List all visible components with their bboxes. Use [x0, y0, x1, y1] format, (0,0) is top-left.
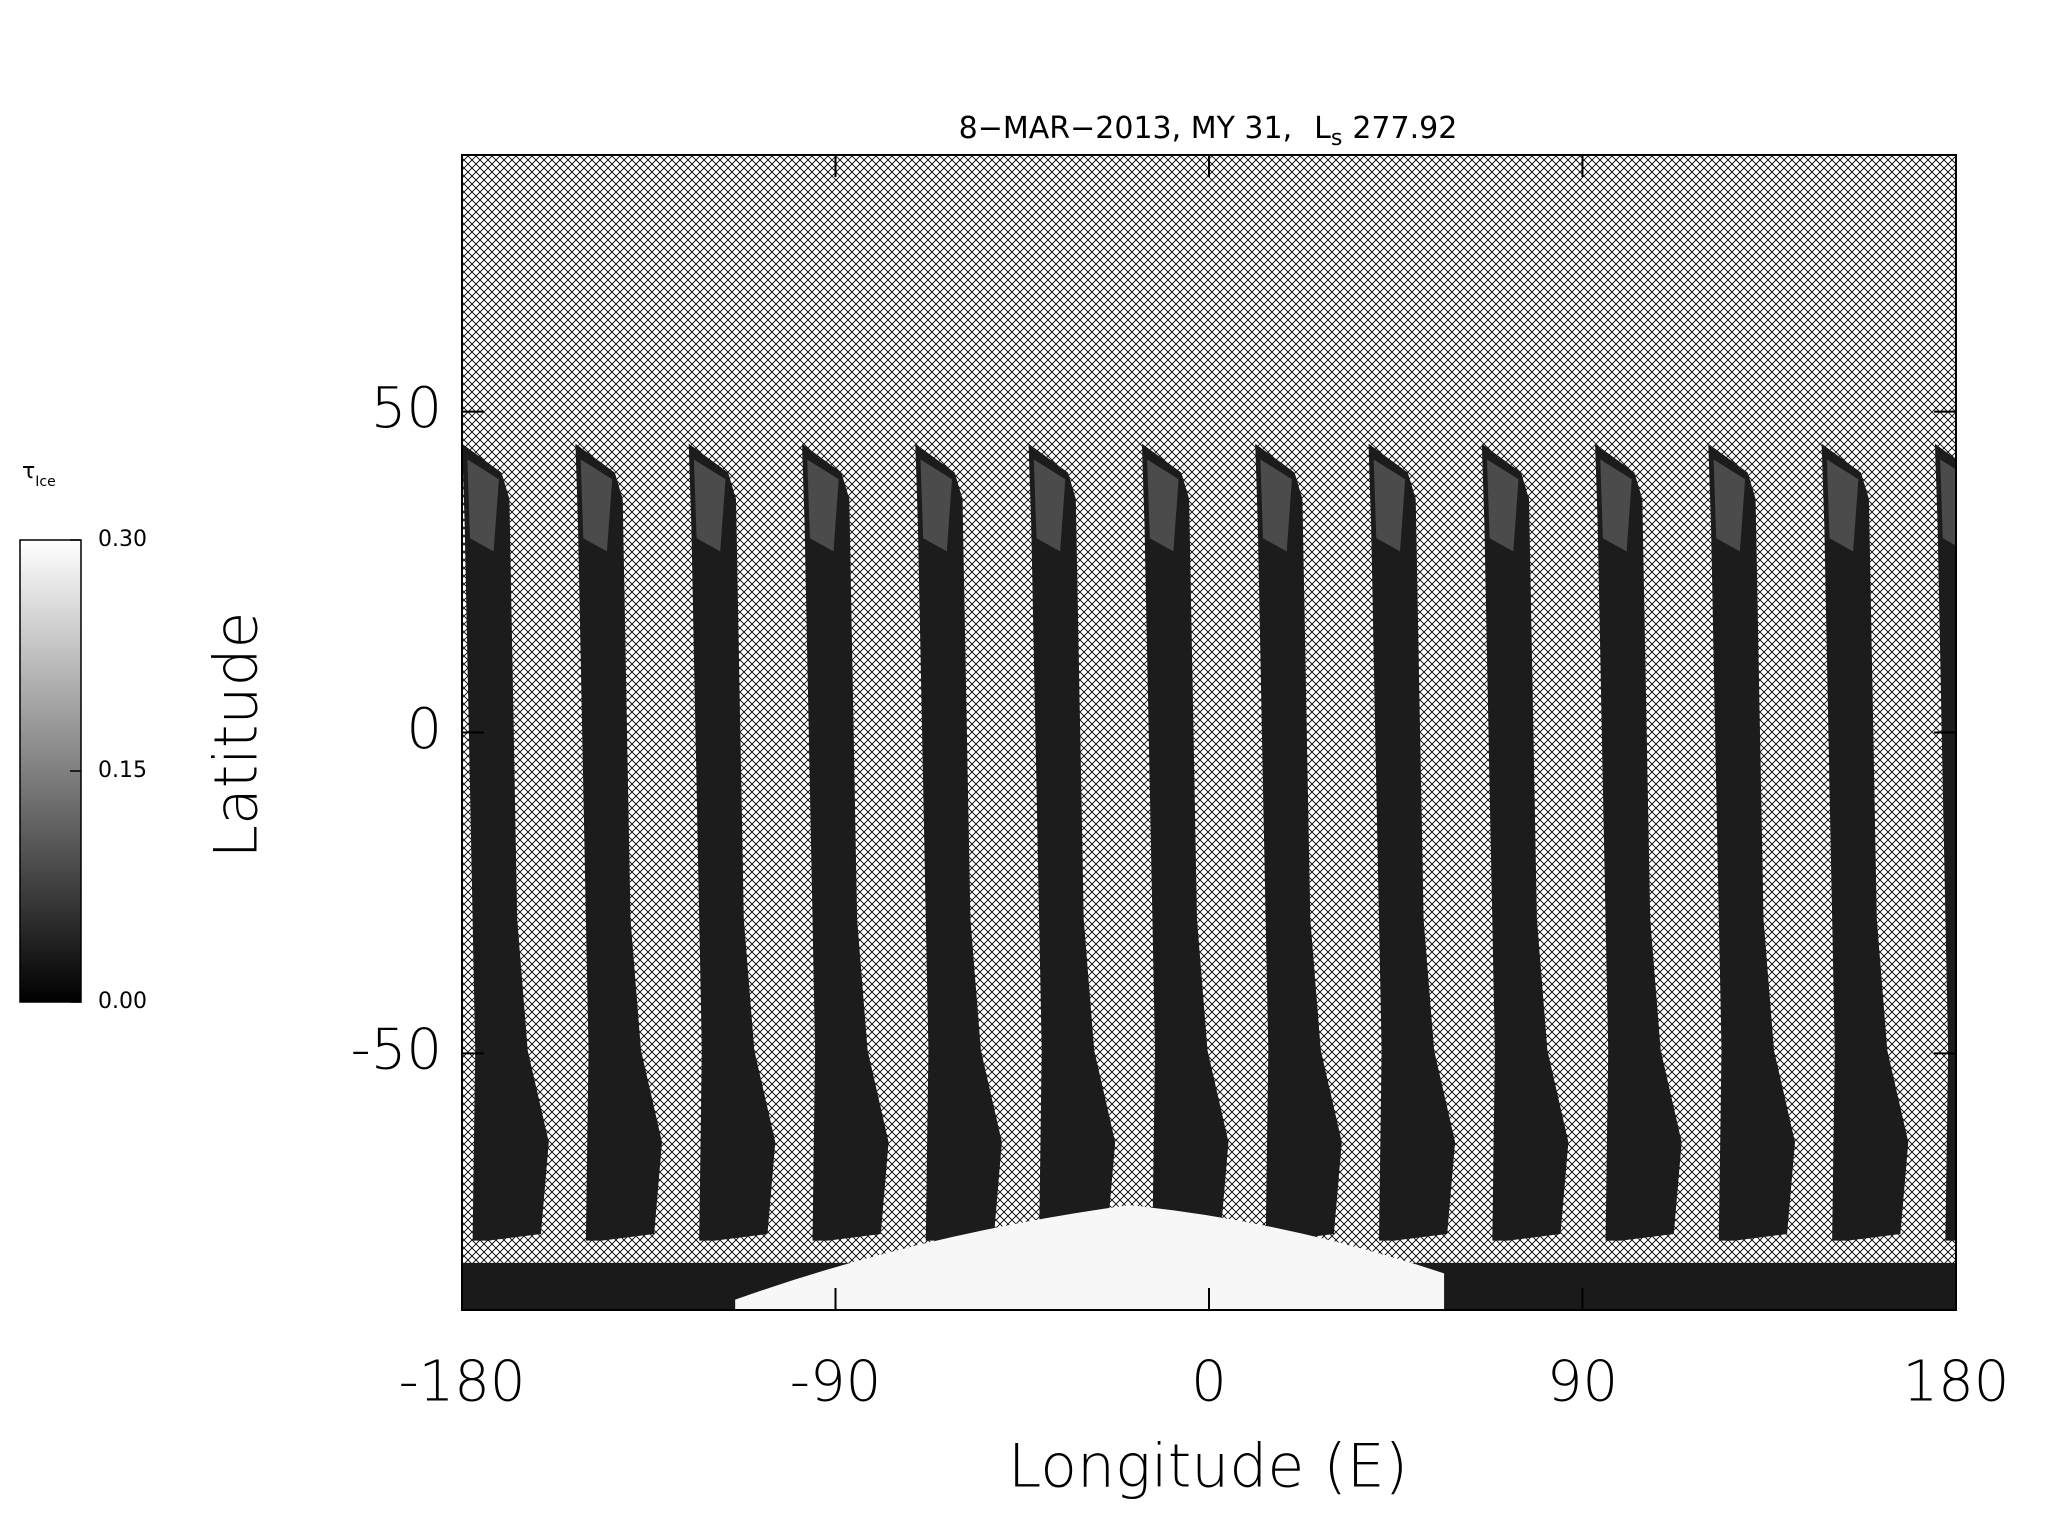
y-tick-label: 50 [371, 376, 442, 441]
x-tick-label: 90 [1547, 1349, 1618, 1414]
y-tick-label: -50 [351, 1018, 442, 1083]
swath-highlight [1260, 459, 1292, 552]
swath [1141, 443, 1229, 1241]
swath [462, 443, 549, 1241]
colorbar-tick-label: 0.30 [98, 527, 147, 552]
swath [1255, 443, 1342, 1241]
swath-highlight [1600, 459, 1632, 552]
title-value: 277.92 [1352, 111, 1457, 146]
colorbar-tick-label: 0.00 [98, 989, 147, 1014]
swath [1708, 443, 1795, 1241]
swath-highlight [1713, 459, 1746, 552]
swath [1481, 443, 1569, 1241]
x-tick-label: 180 [1903, 1349, 2010, 1414]
swath [688, 443, 776, 1241]
swath [1821, 443, 1909, 1241]
x-tick-label: 0 [1191, 1349, 1227, 1414]
colorbar-symbol: τ [22, 459, 35, 484]
y-axis-label: Latitude [202, 612, 272, 859]
swath-highlight [1147, 459, 1179, 552]
x-tick-label: -180 [398, 1349, 525, 1414]
title-subscript: s [1331, 126, 1342, 151]
swath [1368, 443, 1456, 1241]
swath-highlight [1033, 459, 1066, 552]
chart-title: 8−MAR−2013, MY 31, Ls 277.92 [959, 111, 1458, 152]
swath [1028, 443, 1116, 1241]
swath-highlight [807, 459, 839, 552]
swath-highlight [1940, 459, 1956, 546]
colorbar-tick-label: 0.15 [98, 758, 147, 783]
swath [1595, 443, 1682, 1241]
swath-highlight [920, 459, 952, 552]
polar-cap [735, 1205, 1445, 1310]
colorbar-label: τIce [22, 459, 56, 490]
swath [915, 443, 1002, 1241]
x-axis-label: Longitude (E) [1008, 1432, 1408, 1502]
y-tick-label: 0 [406, 697, 442, 762]
x-tick-label: -90 [790, 1349, 881, 1414]
swath [802, 443, 889, 1241]
swath-highlight [1826, 459, 1859, 552]
swath-highlight [693, 459, 726, 552]
data-swaths [462, 443, 1956, 1310]
axes: -180 -90 0 90 180 -50 0 50 0.00 0.15 0.30 [70, 155, 2009, 1414]
swath [575, 443, 662, 1241]
colorbar [19, 539, 82, 1003]
swath-highlight [580, 459, 613, 552]
swath [1934, 443, 1956, 1241]
title-text: 8−MAR−2013, MY 31, [959, 111, 1293, 146]
swath-highlight [1487, 459, 1519, 552]
swath-highlight [467, 459, 499, 552]
colorbar-subscript: Ice [35, 474, 55, 490]
swath-highlight [1373, 459, 1406, 552]
title-symbol: L [1314, 111, 1331, 146]
